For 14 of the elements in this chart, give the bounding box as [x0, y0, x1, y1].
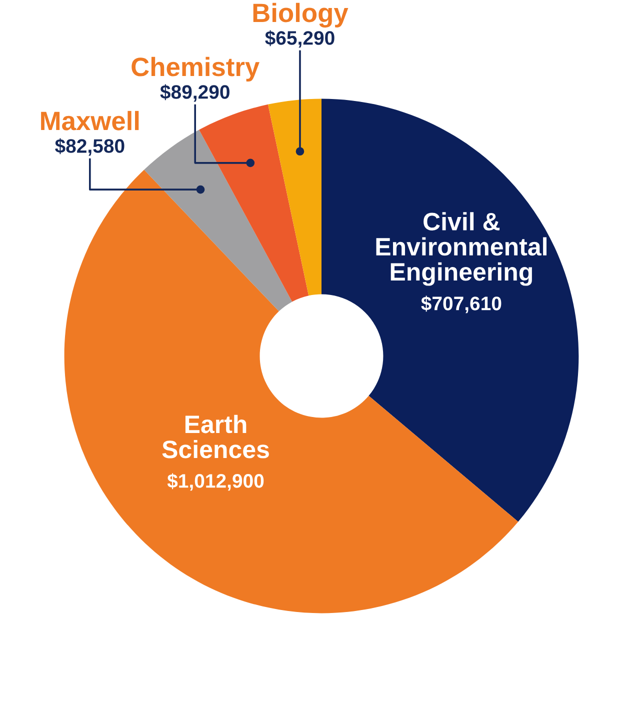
- data-label: $1,012,900: [167, 473, 264, 491]
- data-label: $89,290: [160, 84, 230, 102]
- donut-slice: [268, 98, 322, 296]
- data-label: $82,580: [55, 138, 124, 156]
- slice-label: Chemistry: [132, 56, 260, 82]
- slice-label: Civil & Environmental Engineering: [376, 212, 546, 286]
- slice-label: Maxwell: [41, 110, 139, 130]
- slice-label: Earth Sciences: [162, 414, 269, 458]
- data-label: $65,290: [265, 30, 334, 48]
- data-label: $707,610: [421, 296, 502, 314]
- donut-slice: [322, 98, 579, 522]
- donut-slice: [199, 104, 309, 302]
- slice-label: Biology: [253, 2, 348, 28]
- donut-slice: [144, 130, 292, 312]
